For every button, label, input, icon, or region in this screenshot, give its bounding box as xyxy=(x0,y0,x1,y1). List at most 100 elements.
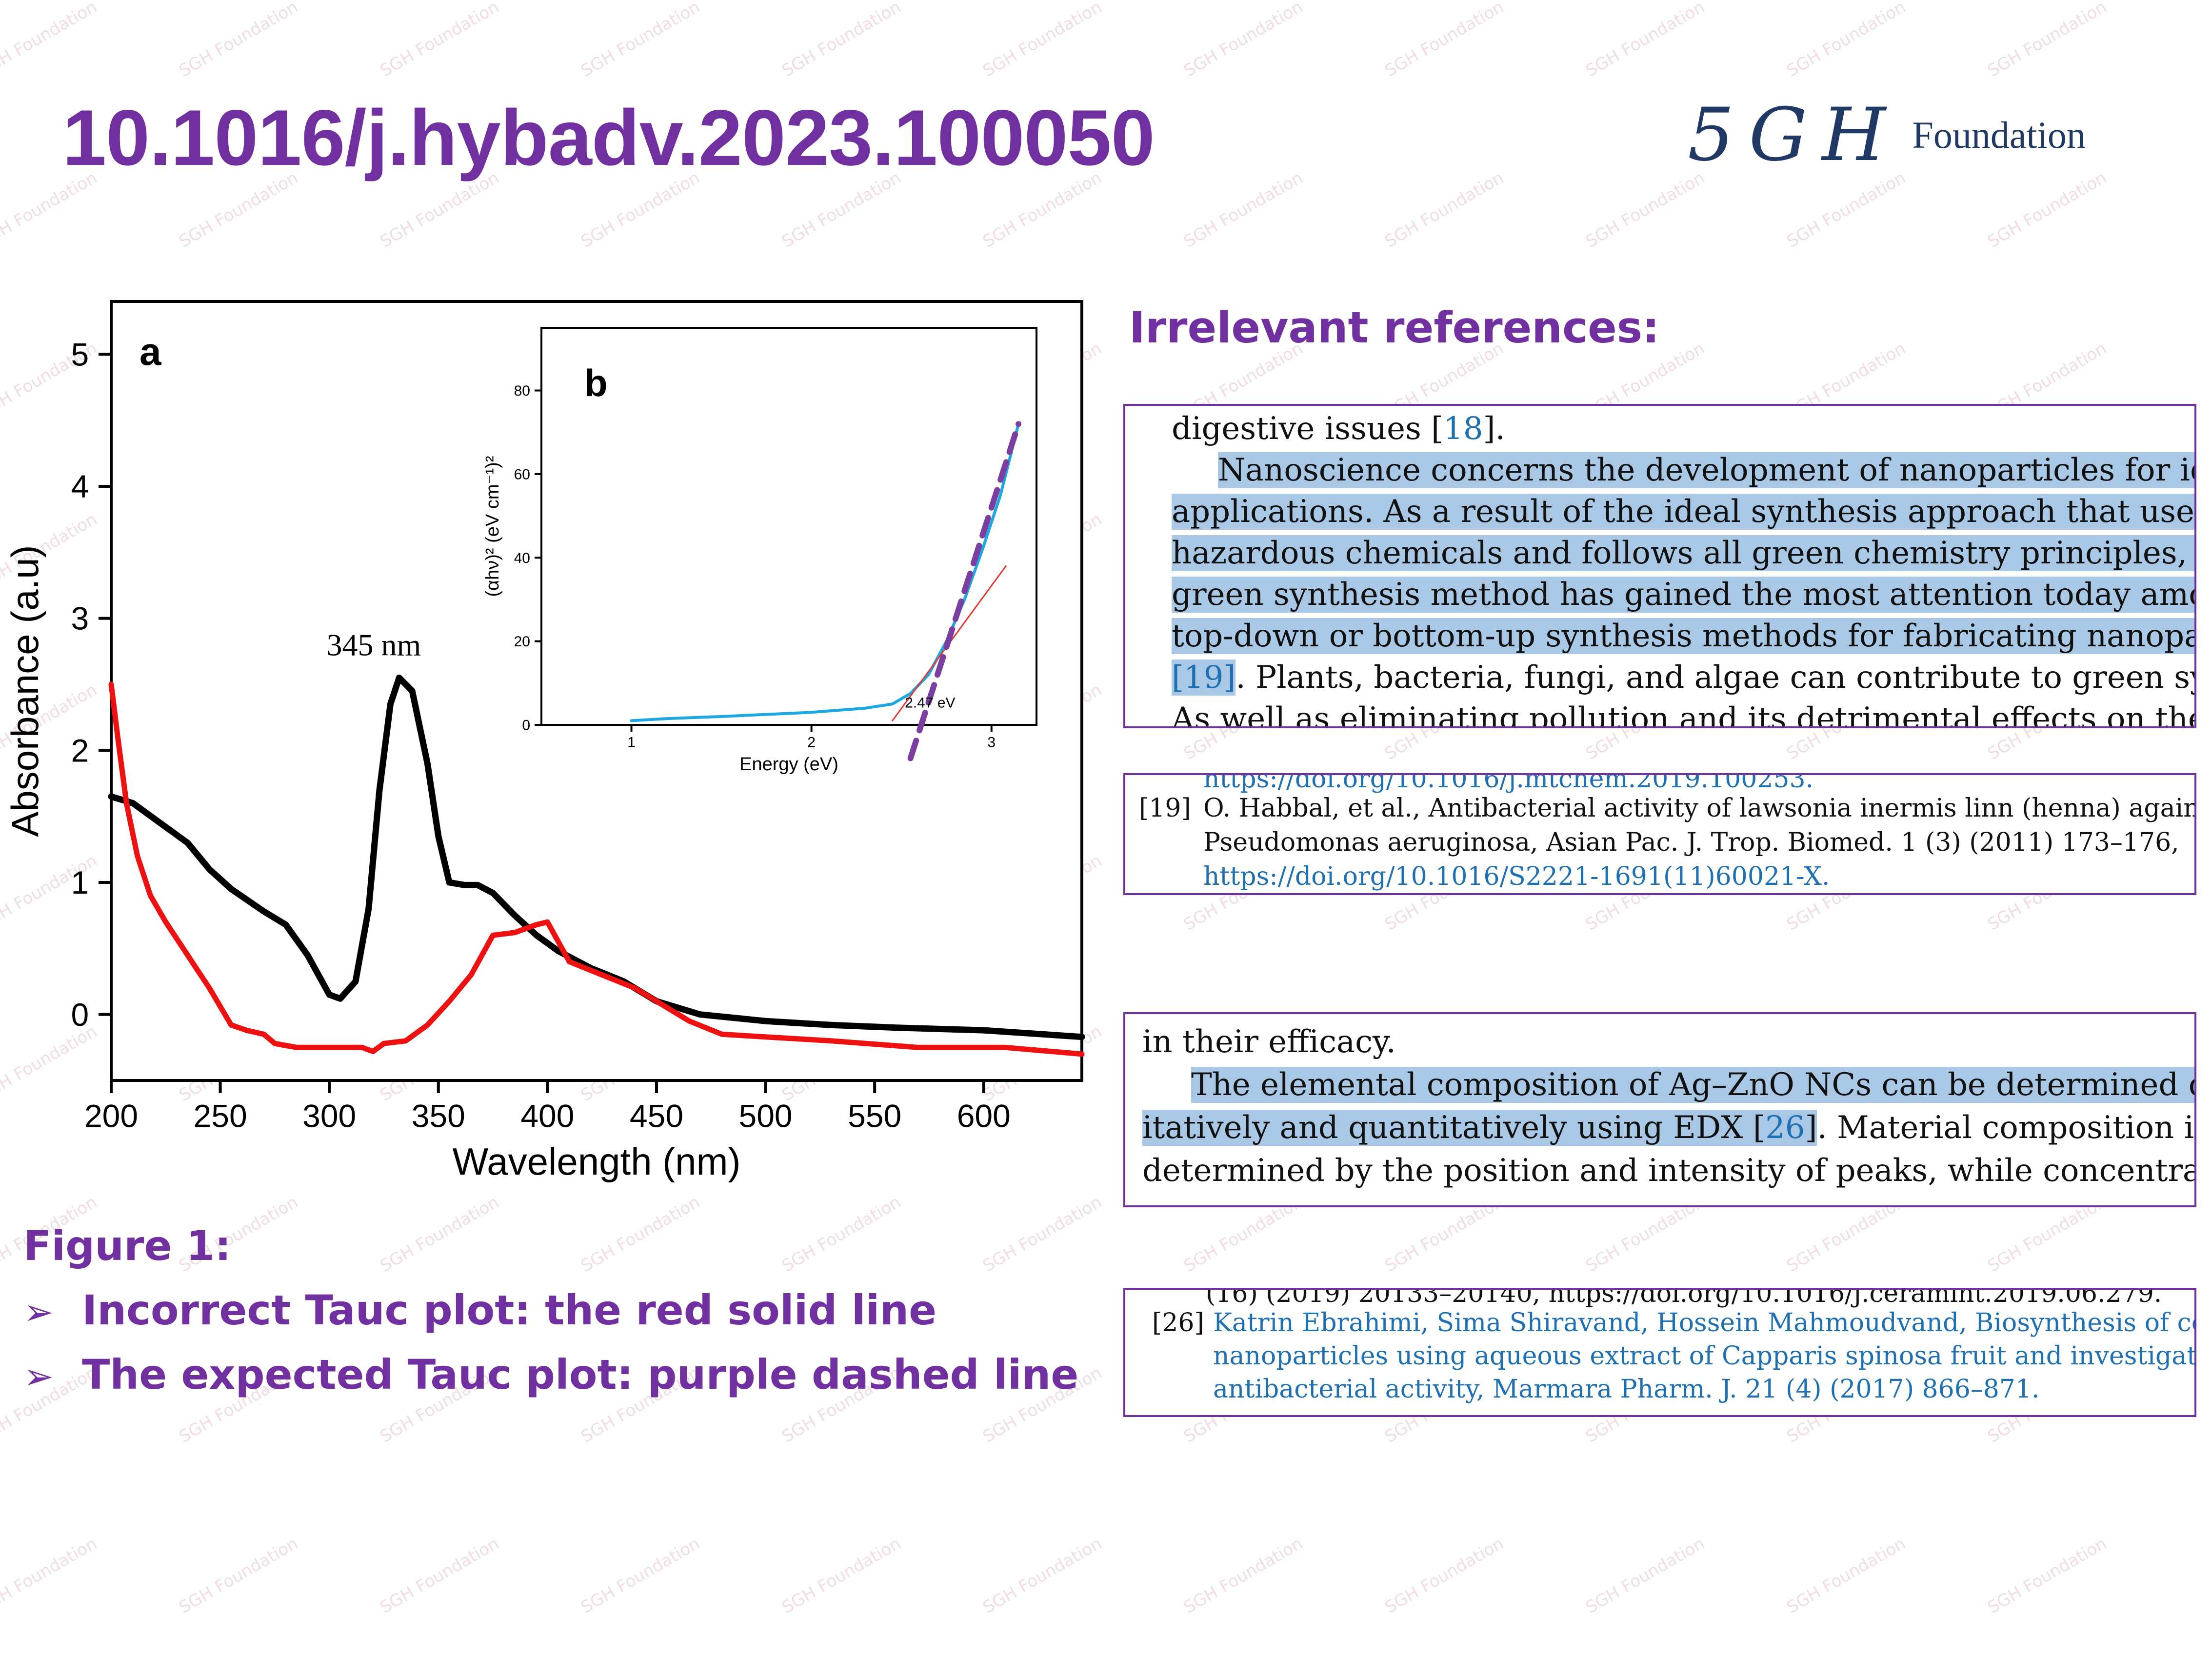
excerpt-line: in their efficacy. xyxy=(1142,1024,1396,1060)
y-tick-label: 0 xyxy=(71,997,89,1033)
reference-line: Katrin Ebrahimi, Sima Shiravand, Hossein… xyxy=(1213,1308,2196,1338)
x-tick-label: 300 xyxy=(302,1098,356,1134)
peak-annotation: 345 nm xyxy=(327,627,421,662)
x-tick-label: 3 xyxy=(987,735,996,751)
excerpt-line: green synthesis method has gained the mo… xyxy=(1172,577,2194,613)
figure-caption-title: Figure 1: xyxy=(23,1222,231,1270)
reference-link-line: https://doi.org/10.1016/j.mtchem.2019.10… xyxy=(1203,773,1814,794)
x-tick-label: 200 xyxy=(84,1098,138,1134)
arrow-bullet-icon: ➢ xyxy=(23,1291,54,1333)
watermark-text: SGH Foundation xyxy=(979,0,1105,81)
reference-number: [19] xyxy=(1139,794,1191,823)
x-tick-label: 550 xyxy=(848,1098,901,1134)
reference-text: (16) (2019) 20133–20140, https://doi.org… xyxy=(1206,1288,2162,1308)
citation-link: 18 xyxy=(1443,411,1483,447)
excerpt-line: [19]. Plants, bacteria, fungi, and algae… xyxy=(1172,660,2194,696)
x-tick-label: 400 xyxy=(520,1098,574,1134)
reference-line: nanoparticles using aqueous extract of C… xyxy=(1213,1341,2196,1371)
excerpt-text: determined by the position and intensity… xyxy=(1142,1153,2196,1189)
highlighted-text: ] xyxy=(1805,1110,1817,1146)
watermark-text: SGH Foundation xyxy=(1381,168,1507,252)
watermark-text: SGH Foundation xyxy=(778,0,904,81)
excerpt-text: ]. xyxy=(1483,411,1505,447)
y-tick-label: 5 xyxy=(71,336,89,372)
reference-link: https://doi.org/10.1016/S2221-1691(11)60… xyxy=(1203,862,1830,891)
highlighted-text: hazardous chemicals and follows all gree… xyxy=(1172,535,2194,571)
panel-label: a xyxy=(139,330,161,373)
excerpt-line: As well as eliminating pollution and its… xyxy=(1172,701,2194,726)
watermark-text: SGH Foundation xyxy=(1582,1534,1708,1618)
reference-text: Katrin Ebrahimi, Sima Shiravand, Hossein… xyxy=(1213,1308,2196,1338)
reference-number-line: [26] xyxy=(1152,1308,1204,1338)
y-tick-label: 20 xyxy=(514,634,530,650)
doi-title: 10.1016/j.hybadv.2023.100050 xyxy=(62,94,1155,182)
excerpt-line: top-down or bottom-up synthesis methods … xyxy=(1172,618,2194,654)
watermark-text: SGH Foundation xyxy=(1381,1534,1507,1618)
watermark-text: SGH Foundation xyxy=(176,0,301,81)
excerpt-box-reference-19: https://doi.org/10.1016/j.mtchem.2019.10… xyxy=(1123,773,2196,895)
y-tick-label: 0 xyxy=(522,718,530,734)
y-tick-label: 40 xyxy=(514,550,530,566)
series-line-1 xyxy=(630,422,1020,722)
reference-line: Pseudomonas aeruginosa, Asian Pac. J. Tr… xyxy=(1203,828,2179,857)
y-tick-label: 80 xyxy=(514,383,530,399)
watermark-text: SGH Foundation xyxy=(0,1534,100,1618)
watermark-text: SGH Foundation xyxy=(377,1534,502,1618)
watermark-text: SGH Foundation xyxy=(1381,0,1507,81)
excerpt-box-paragraph-2: in their efficacy. The elemental composit… xyxy=(1123,1012,2196,1207)
watermark-text: SGH Foundation xyxy=(578,0,703,81)
panel-label: b xyxy=(584,361,608,404)
x-tick-label: 450 xyxy=(630,1098,683,1134)
excerpt-text: . Material composition is xyxy=(1817,1110,2196,1146)
arrow-bullet-icon: ➢ xyxy=(23,1356,54,1398)
excerpt-line: digestive issues [18]. xyxy=(1172,411,1505,447)
x-tick-label: 600 xyxy=(957,1098,1011,1134)
y-tick-label: 3 xyxy=(71,600,89,637)
reference-text: Pseudomonas aeruginosa, Asian Pac. J. Tr… xyxy=(1203,828,2179,857)
watermark-text: SGH Foundation xyxy=(979,1534,1105,1618)
series-line-2 xyxy=(108,681,1085,1057)
x-tick-label: 500 xyxy=(739,1098,793,1134)
reference-link-line: (16) (2019) 20133–20140, https://doi.org… xyxy=(1206,1288,2162,1308)
reference-text: O. Habbal, et al., Antibacterial activit… xyxy=(1203,794,2196,823)
watermark-text: SGH Foundation xyxy=(377,0,502,81)
bullet-text: The expected Tauc plot: purple dashed li… xyxy=(82,1351,1079,1399)
watermark-text: SGH Foundation xyxy=(1984,0,2110,81)
watermark-text: SGH Foundation xyxy=(1783,1534,1909,1618)
highlighted-citation: [19] xyxy=(1172,660,1236,696)
bandgap-annotation: 2.47 eV xyxy=(905,695,955,711)
excerpt-box-reference-26: (16) (2019) 20133–20140, https://doi.org… xyxy=(1123,1288,2196,1417)
x-tick-label: 2 xyxy=(807,735,816,751)
reference-text: nanoparticles using aqueous extract of C… xyxy=(1213,1341,2196,1371)
highlighted-text: top-down or bottom-up synthesis methods … xyxy=(1172,618,2194,654)
watermark-text: SGH Foundation xyxy=(1180,0,1306,81)
excerpt-box-paragraph-1: digestive issues [18]. Nanoscience concer… xyxy=(1123,404,2196,728)
y-axis-label: Absorbance (a.u) xyxy=(3,545,46,837)
figure-caption-bullet-1: ➢ Incorrect Tauc plot: the red solid line xyxy=(23,1286,1078,1334)
watermark-text: SGH Foundation xyxy=(1582,0,1708,81)
x-axis-label: Energy (eV) xyxy=(739,754,838,775)
highlighted-text: Nanoscience concerns the development of … xyxy=(1218,452,2194,488)
reference-number: [26] xyxy=(1152,1308,1204,1338)
watermark-text: SGH Foundation xyxy=(1180,168,1306,252)
reference-text: antibacterial activity, Marmara Pharm. J… xyxy=(1213,1375,2040,1404)
series-line-3 xyxy=(907,421,1022,761)
logo-word: Foundation xyxy=(1912,114,2086,156)
reference-link: https://doi.org/10.1016/j.mtchem.2019.10… xyxy=(1203,773,1814,794)
figure-charts: 200 250 300 350 400 450 500 550 600012345Wavelen… xyxy=(3,300,1085,1183)
x-axis-label: Wavelength (nm) xyxy=(453,1140,741,1183)
excerpt-line: applications. As a result of the ideal s… xyxy=(1172,494,2194,530)
reference-line: O. Habbal, et al., Antibacterial activit… xyxy=(1203,794,2196,823)
y-tick-label: 2 xyxy=(71,732,89,768)
watermark-text: SGH Foundation xyxy=(176,1534,301,1618)
watermark-text: SGH Foundation xyxy=(1783,0,1909,81)
logo-mark: 5GH xyxy=(1688,93,1901,178)
citation-link: 26 xyxy=(1765,1110,1805,1146)
watermark-text: SGH Foundation xyxy=(0,0,100,81)
excerpt-line: Nanoscience concerns the development of … xyxy=(1218,452,2194,488)
highlighted-text: itatively and quantitatively using EDX [ xyxy=(1142,1110,1765,1146)
x-tick-label: 350 xyxy=(412,1098,465,1134)
bullet-text: Incorrect Tauc plot: the red solid line xyxy=(82,1286,937,1334)
y-axis-label: (αhν)² (eV cm⁻¹)² xyxy=(482,456,503,597)
excerpt-line: itatively and quantitatively using EDX [… xyxy=(1142,1110,2196,1146)
